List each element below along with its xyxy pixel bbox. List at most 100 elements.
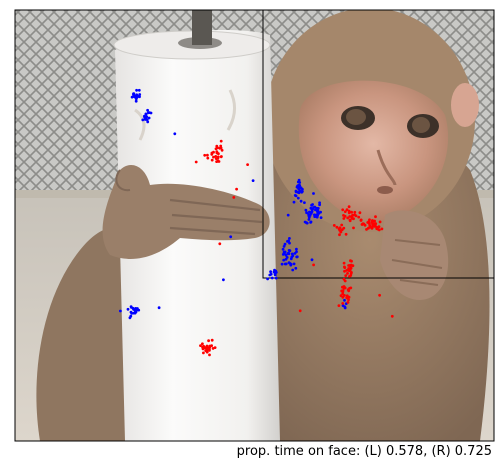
right-gaze-point bbox=[348, 267, 352, 271]
right-gaze-point bbox=[340, 223, 344, 227]
photo bbox=[15, 10, 494, 441]
right-gaze-point bbox=[351, 264, 355, 268]
right-gaze-point bbox=[349, 272, 353, 275]
right-gaze-point bbox=[199, 344, 202, 347]
chain bbox=[192, 10, 212, 45]
right-gaze-point bbox=[220, 148, 224, 152]
right-gaze-point bbox=[348, 215, 352, 218]
monkey-left-body bbox=[36, 227, 135, 441]
left-gaze-point bbox=[299, 199, 303, 203]
right-gaze-point bbox=[346, 216, 350, 220]
left-gaze-point bbox=[287, 261, 291, 265]
right-gaze-point bbox=[352, 226, 355, 230]
left-gaze-point bbox=[304, 208, 308, 212]
right-gaze-point bbox=[360, 223, 364, 226]
right-gaze-point bbox=[214, 157, 218, 161]
left-gaze-point bbox=[134, 99, 138, 103]
left-gaze-point bbox=[289, 263, 293, 267]
left-gaze-point bbox=[146, 120, 150, 124]
right-gaze-point bbox=[232, 196, 236, 199]
right-gaze-point bbox=[215, 151, 219, 155]
left-gaze-point bbox=[136, 307, 139, 310]
right-gaze-point bbox=[194, 160, 198, 164]
left-gaze-point bbox=[141, 118, 145, 122]
left-gaze-point bbox=[343, 298, 346, 302]
right-gaze-point bbox=[374, 222, 377, 225]
right-gaze-point bbox=[349, 286, 353, 290]
right-gaze-point bbox=[338, 233, 341, 237]
left-gaze-point bbox=[316, 214, 319, 217]
left-gaze-point bbox=[291, 268, 295, 272]
left-gaze-point bbox=[147, 116, 151, 120]
left-gaze-point bbox=[307, 213, 310, 216]
right-gaze-point bbox=[378, 293, 381, 297]
left-gaze-point bbox=[295, 255, 299, 259]
right-gaze-point bbox=[298, 309, 302, 313]
left-gaze-point bbox=[303, 201, 306, 205]
left-gaze-point bbox=[310, 210, 314, 214]
right-gaze-point bbox=[342, 214, 345, 217]
right-gaze-point bbox=[343, 286, 347, 290]
face-time-caption: prop. time on face: (L) 0.578, (R) 0.725 bbox=[236, 444, 492, 459]
left-gaze-point bbox=[129, 310, 133, 314]
left-gaze-point bbox=[296, 190, 300, 194]
left-gaze-point bbox=[128, 316, 132, 320]
right-gaze-point bbox=[342, 217, 346, 220]
right-gaze-point bbox=[359, 218, 363, 222]
left-gaze-point bbox=[273, 272, 277, 276]
left-gaze-point bbox=[294, 266, 298, 270]
right-gaze-point bbox=[346, 301, 350, 304]
right-gaze-point bbox=[348, 264, 352, 267]
left-gaze-point bbox=[129, 305, 133, 308]
right-gaze-point bbox=[210, 338, 214, 342]
monkey-ear bbox=[451, 83, 479, 127]
left-gaze-point bbox=[307, 218, 311, 221]
right-gaze-point bbox=[348, 218, 352, 222]
right-gaze-point bbox=[347, 205, 351, 209]
left-gaze-point bbox=[303, 220, 307, 224]
left-gaze-point bbox=[343, 305, 347, 309]
left-gaze-point bbox=[274, 276, 278, 280]
right-gaze-point bbox=[215, 144, 219, 148]
right-gaze-point bbox=[353, 213, 357, 217]
right-gaze-point bbox=[219, 139, 223, 143]
right-gaze-point bbox=[215, 160, 219, 164]
right-gaze-point bbox=[373, 219, 376, 223]
image-frame bbox=[14, 9, 495, 442]
right-gaze-point bbox=[357, 215, 361, 219]
left-gaze-point bbox=[311, 207, 314, 211]
left-gaze-point bbox=[301, 190, 304, 193]
left-gaze-point bbox=[310, 258, 314, 262]
right-gaze-point bbox=[343, 266, 347, 269]
right-gaze-point bbox=[212, 150, 215, 154]
left-gaze-point bbox=[146, 108, 150, 112]
left-gaze-point bbox=[251, 179, 255, 183]
right-gaze-point bbox=[332, 224, 336, 227]
right-gaze-point bbox=[344, 232, 348, 236]
right-gaze-point bbox=[390, 314, 394, 318]
monkey-face bbox=[298, 80, 449, 222]
right-gaze-point bbox=[205, 344, 209, 348]
left-gaze-point bbox=[283, 242, 287, 246]
right-gaze-point bbox=[371, 222, 374, 226]
left-gaze-point bbox=[145, 118, 149, 122]
right-eye-gaze-points bbox=[194, 139, 394, 357]
right-gaze-point bbox=[374, 224, 377, 228]
right-gaze-point bbox=[377, 225, 381, 229]
left-gaze-point bbox=[285, 256, 289, 259]
right-gaze-point bbox=[211, 347, 215, 350]
face-region-box bbox=[262, 10, 494, 279]
left-gaze-point bbox=[269, 272, 273, 276]
left-gaze-point bbox=[287, 252, 291, 256]
right-gaze-point bbox=[343, 269, 346, 273]
left-gaze-point bbox=[292, 200, 296, 204]
left-gaze-point bbox=[137, 88, 141, 92]
right-gaze-point bbox=[351, 214, 354, 217]
left-gaze-point bbox=[229, 235, 233, 239]
right-gaze-point bbox=[349, 259, 352, 263]
right-gaze-point bbox=[212, 155, 215, 159]
right-gaze-point bbox=[367, 220, 371, 224]
left-gaze-point bbox=[126, 307, 130, 311]
right-gaze-point bbox=[219, 155, 223, 159]
left-gaze-point bbox=[293, 252, 297, 255]
